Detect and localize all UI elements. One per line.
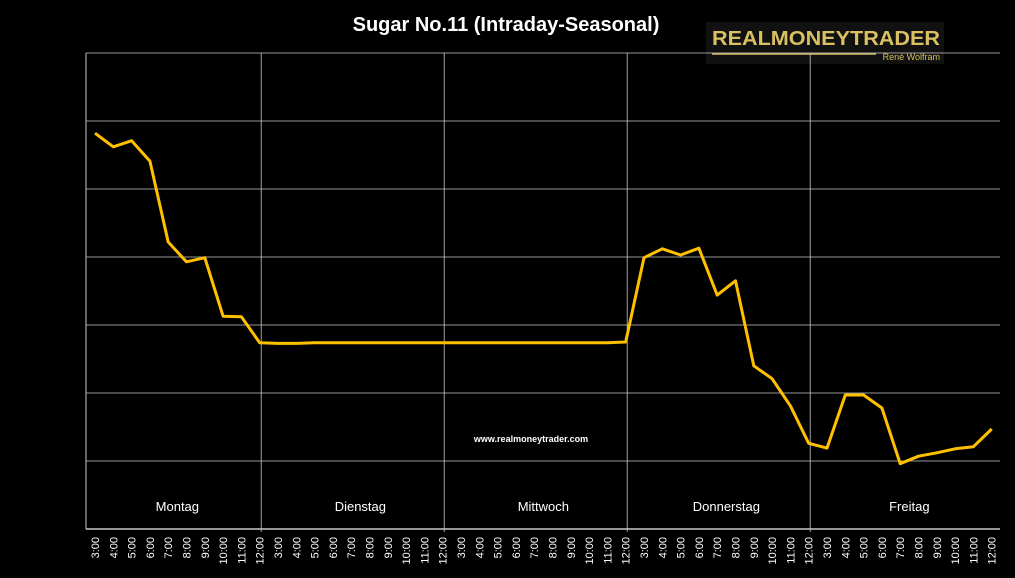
x-tick-label: 8:00 [548,537,560,558]
x-tick-label: 5:00 [493,537,505,558]
grid [85,52,1000,532]
chart-title: Sugar No.11 (Intraday-Seasonal) [353,14,660,36]
x-tick-label: 8:00 [731,537,743,558]
x-tick-label: 3:00 [456,537,468,558]
x-tick-label: 3:00 [822,537,834,558]
x-tick-label: 8:00 [914,537,926,558]
x-tick-label: 4:00 [657,537,669,558]
x-tick-label: 6:00 [694,537,706,558]
x-tick-label: 4:00 [108,537,120,558]
x-tick-label: 8:00 [365,537,377,558]
x-tick-label: 12:00 [255,537,267,565]
x-tick-label: 9:00 [200,537,212,558]
x-tick-label: 5:00 [127,537,139,558]
x-tick-label: 10:00 [584,537,596,565]
x-tick-label: 5:00 [859,537,871,558]
x-tick-label: 9:00 [749,537,761,558]
x-tick-label: 12:00 [438,537,450,565]
x-tick-label: 9:00 [932,537,944,558]
day-label: Freitag [889,499,929,514]
x-tick-label: 7:00 [163,537,175,558]
day-labels: Montag Dienstag Mittwoch Donnerstag Freitag [156,499,930,514]
x-tick-label: 12:00 [987,537,999,565]
x-tick-label: 7:00 [712,537,724,558]
x-tick-label: 7:00 [895,537,907,558]
x-tick-label: 3:00 [639,537,651,558]
x-tick-label: 6:00 [877,537,889,558]
x-tick-label: 4:00 [291,537,303,558]
x-tick-label: 10:00 [767,537,779,565]
day-label: Donnerstag [693,499,760,514]
x-tick-label: 10:00 [218,537,230,565]
x-tick-label: 7:00 [346,537,358,558]
x-tick-label: 11:00 [419,537,431,564]
x-tick-label: 12:00 [621,537,633,565]
x-tick-label: 10:00 [401,537,413,565]
x-tick-label: 7:00 [529,537,541,558]
x-tick-label: 6:00 [145,537,157,558]
x-tick-label: 11:00 [785,537,797,564]
logo-author: René Wolfram [883,52,940,62]
logo-name: REALMONEYTRADER [712,28,941,50]
x-tick-label: 3:00 [273,537,285,558]
x-tick-label: 11:00 [968,537,980,564]
x-tick-label: 5:00 [310,537,322,558]
day-label: Dienstag [335,499,386,514]
x-tick-label: 11:00 [236,537,248,564]
x-tick-label: 6:00 [511,537,523,558]
x-tick-label: 3:00 [90,537,102,558]
x-tick-label: 12:00 [804,537,816,565]
logo: REALMONEYTRADER René Wolfram [706,22,944,64]
logo-background [706,22,944,64]
x-tick-label: 11:00 [602,537,614,564]
day-label: Mittwoch [518,499,569,514]
day-label: Montag [156,499,199,514]
x-tick-label: 9:00 [566,537,578,558]
x-tick-labels: 3:00 4:00 5:00 6:00 7:00 8:00 9:00 10:00 11:00 12… [90,537,999,565]
x-tick-label: 4:00 [474,537,486,558]
x-tick-label: 4:00 [840,537,852,558]
watermark: www.realmoneytrader.com [473,434,588,444]
x-tick-label: 10:00 [950,537,962,565]
x-tick-label: 6:00 [328,537,340,558]
x-tick-label: 5:00 [676,537,688,558]
x-tick-label: 9:00 [383,537,395,558]
x-tick-label: 8:00 [182,537,194,558]
series-line [94,131,993,466]
